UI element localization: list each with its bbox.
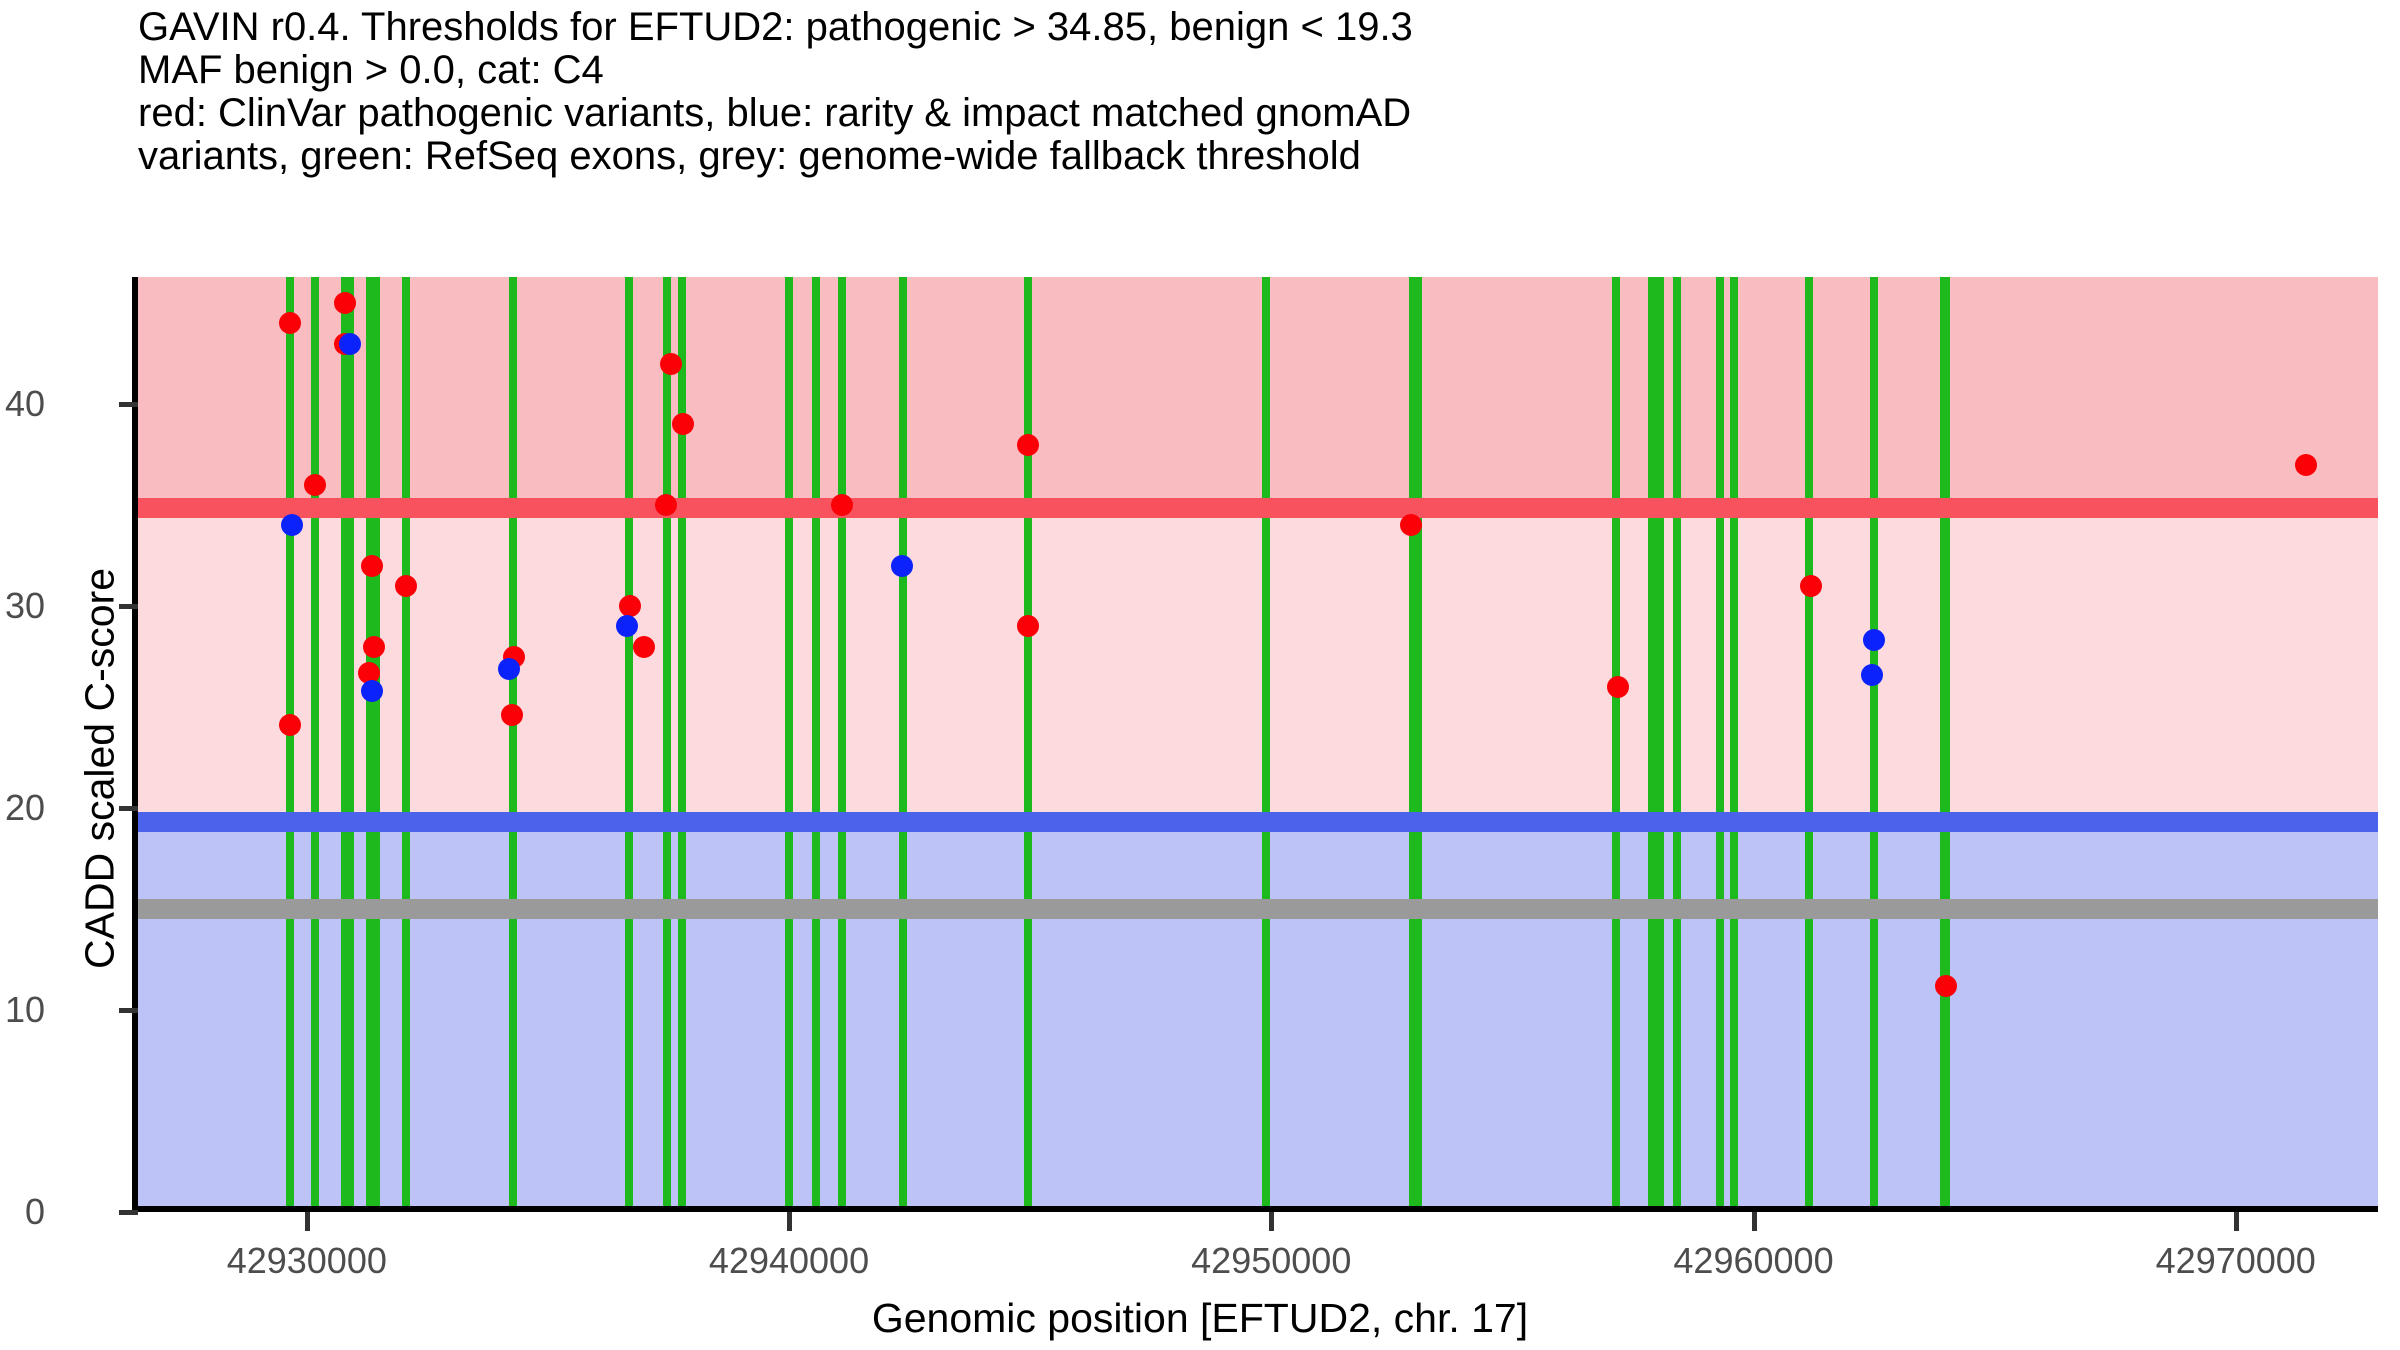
pathogenic-variant-point (360, 554, 383, 577)
x-axis-tick-label: 42950000 (1191, 1240, 1352, 1281)
y-axis-tick (119, 1210, 138, 1215)
x-axis-tick (1751, 1212, 1757, 1231)
fallback-threshold-line (138, 899, 2378, 920)
exon-line (1942, 277, 1951, 1212)
pathogenic-region-band (138, 277, 2378, 509)
pathogenic-variant-point (1400, 514, 1423, 537)
exon-line (662, 277, 671, 1212)
x-axis-tick-label: 42930000 (226, 1240, 387, 1281)
y-axis-tick-label: 10 (4, 989, 45, 1031)
gnomad-variant-point (1860, 663, 1883, 686)
x-axis-tick (1269, 1212, 1275, 1231)
exon-line (340, 277, 349, 1212)
exon-line (1656, 277, 1665, 1212)
gnomad-variant-point (1863, 629, 1886, 652)
y-axis-tick-label: 40 (4, 383, 45, 425)
exon-line (1715, 277, 1724, 1212)
pathogenic-variant-point (1016, 433, 1039, 456)
exon-line (1262, 277, 1271, 1212)
pathogenic-variant-point (659, 352, 682, 375)
gnomad-variant-point (281, 514, 304, 537)
gnomad-variant-point (891, 554, 914, 577)
y-axis-tick (119, 402, 138, 408)
y-axis-tick-label: 0 (24, 1191, 45, 1232)
pathogenic-variant-point (655, 494, 678, 517)
pathogenic-variant-point (1016, 615, 1039, 638)
x-axis-tick (787, 1212, 793, 1231)
benign-threshold-line (138, 812, 2378, 833)
pathogenic-variant-point (358, 661, 381, 684)
pathogenic-variant-point (2294, 453, 2317, 476)
x-axis-tick-label: 42940000 (708, 1240, 870, 1281)
x-axis-tick-label: 42970000 (2155, 1240, 2316, 1281)
x-axis-tick (2233, 1212, 2239, 1231)
exon-line (286, 277, 295, 1212)
gnomad-variant-point (498, 657, 521, 680)
exon-line (1870, 277, 1879, 1212)
title-line-1: GAVIN r0.4. Thresholds for EFTUD2: patho… (138, 5, 1413, 49)
y-axis-tick (119, 604, 138, 610)
x-axis-title: Genomic position [EFTUD2, chr. 17] (871, 1295, 1529, 1341)
exon-line (1648, 277, 1657, 1212)
x-axis-tick (304, 1212, 310, 1231)
y-axis-line (132, 277, 138, 1212)
pathogenic-variant-point (394, 574, 417, 597)
pathogenic-variant-point (333, 292, 356, 315)
intermediate-region-band (138, 508, 2378, 823)
pathogenic-variant-point (618, 595, 641, 618)
gnomad-variant-point (360, 679, 383, 702)
exon-line (899, 277, 908, 1212)
exon-line (624, 277, 633, 1212)
pathogenic-variant-point (1800, 574, 1823, 597)
plot-drawing-area (138, 277, 2378, 1212)
exon-line (1804, 277, 1813, 1212)
pathogenic-variant-point (633, 635, 656, 658)
exon-line (785, 277, 794, 1212)
exon-line (508, 277, 517, 1212)
title-line-2: MAF benign > 0.0, cat: C4 (138, 48, 604, 92)
exon-line (1612, 277, 1621, 1212)
exon-line (1023, 277, 1032, 1212)
pathogenic-threshold-line (138, 498, 2378, 519)
exon-line (1673, 277, 1682, 1212)
pathogenic-variant-point (1607, 675, 1630, 698)
exon-line (1408, 277, 1417, 1212)
chart-title-block: GAVIN r0.4. Thresholds for EFTUD2: patho… (138, 6, 2378, 178)
pathogenic-variant-point (303, 474, 326, 496)
exon-line (838, 277, 847, 1212)
exon-line (366, 277, 375, 1212)
pathogenic-variant-point (278, 714, 301, 737)
y-axis-tick (119, 806, 138, 812)
pathogenic-variant-point (363, 635, 386, 658)
exon-line (311, 277, 320, 1212)
exon-line (1730, 277, 1739, 1212)
pathogenic-variant-point (279, 312, 302, 335)
y-axis-tick-label: 30 (4, 585, 45, 627)
title-line-4: variants, green: RefSeq exons, grey: gen… (138, 134, 1361, 178)
pathogenic-variant-point (1935, 974, 1958, 997)
y-axis-tick-label: 20 (4, 787, 45, 829)
plot-panel (138, 277, 2378, 1212)
pathogenic-variant-point (831, 494, 854, 517)
title-line-3: red: ClinVar pathogenic variants, blue: … (138, 91, 1412, 135)
exon-line (401, 277, 410, 1212)
x-axis-line (132, 1206, 2378, 1212)
exon-line (678, 277, 687, 1212)
exon-line (1414, 277, 1423, 1212)
exon-line (811, 277, 820, 1212)
benign-region-band (138, 822, 2378, 1212)
y-axis-tick (119, 1008, 138, 1014)
pathogenic-variant-point (500, 704, 523, 727)
pathogenic-variant-point (671, 413, 694, 436)
gnomad-variant-point (616, 615, 639, 638)
exon-line (372, 277, 381, 1212)
y-axis-title: CADD scaled C-score (76, 568, 123, 969)
gnomad-variant-point (339, 332, 362, 355)
exon-line (346, 277, 355, 1212)
x-axis-tick-label: 42960000 (1673, 1240, 1834, 1281)
